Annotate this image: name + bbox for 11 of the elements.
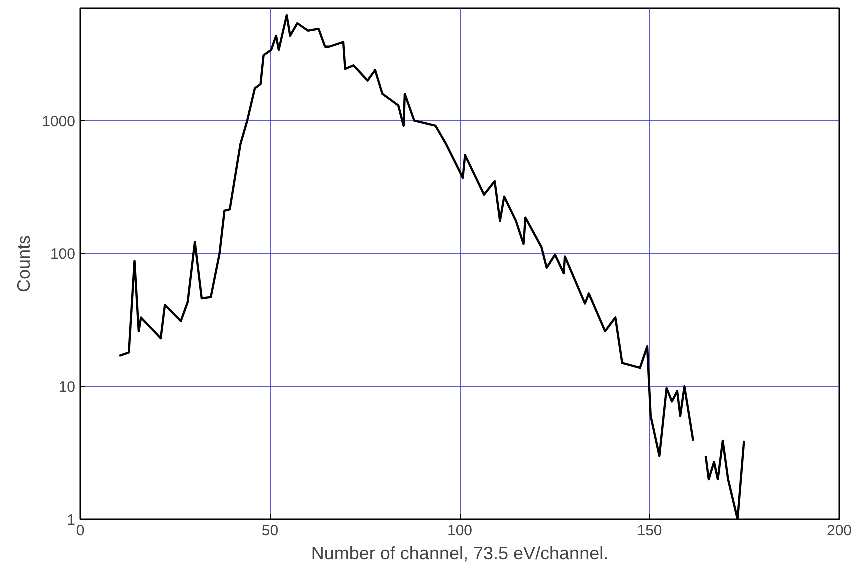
x-axis-title: Number of channel, 73.5 eV/channel. [311,544,609,564]
y-tick-label: 1 [67,512,76,529]
x-tick-label: 0 [76,522,85,540]
x-tick-label: 200 [826,522,852,540]
y-axis-title: Counts [14,235,34,293]
x-tick-label: 50 [262,522,279,540]
y-tick-label: 10 [58,379,76,396]
y-tick-label: 1000 [42,113,76,130]
x-tick-label: 100 [447,522,473,540]
y-tick-label: 100 [50,246,76,264]
x-tick-label: 150 [637,522,662,540]
